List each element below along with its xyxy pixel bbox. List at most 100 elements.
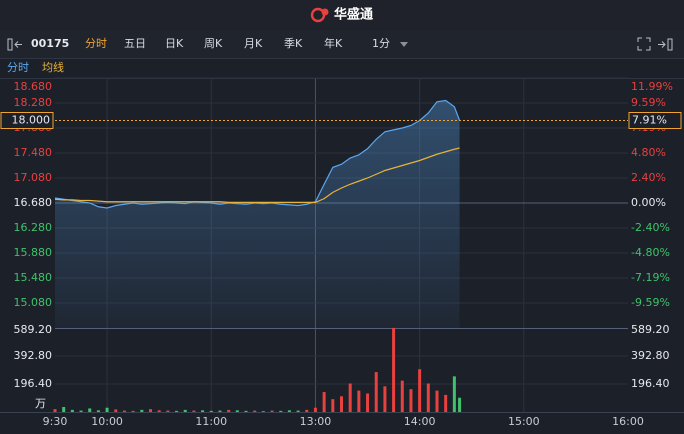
period-tab[interactable]: 季K	[284, 37, 303, 50]
period-tab[interactable]: 年K	[324, 36, 343, 50]
volume-bar	[209, 410, 213, 412]
period-tab[interactable]: 月K	[244, 37, 263, 50]
volume-bar	[149, 409, 152, 412]
period-tab[interactable]: 分时	[85, 37, 107, 50]
last-price-label: 18.000	[12, 114, 51, 127]
period-tab[interactable]: 日K	[165, 37, 184, 50]
y2-tick-label: 9.59%	[631, 96, 666, 109]
last-change-label: 7.91%	[632, 114, 667, 127]
volume-bar	[452, 376, 456, 412]
y-tick-label: 17.480	[14, 146, 53, 159]
legend-entry: 分时	[7, 61, 29, 74]
volume-bar	[235, 410, 239, 412]
volume-bar	[218, 410, 222, 412]
volume-bar	[444, 394, 448, 412]
volume-bar	[88, 408, 92, 412]
volume-bar	[175, 410, 179, 412]
fullscreen-icon[interactable]	[637, 37, 651, 51]
volume-bar	[426, 383, 430, 412]
x-tick-label: 14:00	[404, 415, 436, 428]
collapse-icon-arrow[interactable]	[14, 41, 22, 48]
volume-bar	[70, 409, 74, 412]
expand-icon-box[interactable]	[667, 38, 673, 51]
expand-icon[interactable]	[658, 38, 673, 51]
interval-select[interactable]: 1分	[372, 37, 390, 50]
period-tab[interactable]: 周K	[204, 37, 223, 50]
y2-tick-label: 0.00%	[631, 196, 666, 209]
legend-entry: 均线	[42, 60, 64, 74]
volume-bar	[313, 407, 317, 412]
y2-tick-label: 11.99%	[631, 80, 673, 93]
volume-bar	[296, 410, 300, 412]
volume-bar	[383, 386, 387, 412]
brand-name: 华盛通	[334, 7, 373, 23]
volume-bar	[366, 393, 370, 412]
volume-bar	[114, 409, 118, 412]
volume-bar	[357, 390, 361, 412]
toolbar	[0, 30, 684, 58]
volume-bar	[400, 380, 404, 412]
price-area	[55, 100, 460, 328]
y2-tick-label: -4.80%	[631, 246, 670, 259]
x-tick-label: 13:00	[300, 415, 332, 428]
volume-bar	[322, 392, 326, 412]
x-tick-label: 9:30	[43, 415, 68, 428]
period-tab[interactable]: 五日	[124, 37, 146, 50]
volume-bar	[340, 396, 343, 412]
x-tick-label: 11:00	[195, 415, 227, 428]
fullscreen-icon-corners[interactable]	[637, 37, 651, 51]
volume-bar	[244, 410, 248, 412]
volume-bar	[261, 411, 265, 412]
volume-bar	[279, 410, 283, 412]
volume-tick-label: 196.40	[14, 377, 53, 390]
y2-tick-label: -7.19%	[631, 271, 670, 284]
average-line	[54, 147, 460, 203]
volume-bar	[157, 410, 161, 412]
header-bar	[0, 0, 684, 29]
stock-code: 00175	[31, 37, 69, 50]
volume-tick-label-right: 196.40	[631, 377, 670, 390]
y-tick-label: 15.080	[14, 296, 53, 309]
y2-tick-label: 2.40%	[631, 171, 666, 184]
last-change-box	[628, 112, 682, 129]
volume-bar	[183, 409, 187, 412]
collapse-icon-box[interactable]	[7, 38, 13, 51]
y2-tick-label: -2.40%	[631, 221, 670, 234]
x-tick-label: 15:00	[508, 415, 540, 428]
volume-bar	[227, 409, 231, 412]
brand-logo	[310, 7, 329, 23]
volume-bar	[96, 410, 100, 412]
volume-tick-label-right: 392.80	[631, 349, 670, 362]
y-tick-label: 16.680	[14, 196, 53, 209]
volume-bar	[392, 327, 396, 412]
y-tick-label: 17.080	[14, 171, 53, 184]
volume-bar	[348, 383, 352, 412]
volume-bar	[201, 410, 205, 412]
volume-bar	[418, 369, 422, 412]
volume-bar	[287, 410, 291, 412]
volume-tick-label: 589.20	[14, 323, 53, 336]
expand-icon-arrow[interactable]	[658, 41, 666, 48]
volume-bar	[122, 410, 126, 412]
volume-bar	[192, 410, 196, 412]
volume-bar	[140, 409, 144, 412]
volume-bar	[131, 410, 135, 412]
dropdown-arrow[interactable]	[400, 42, 408, 47]
x-tick-label: 16:00	[612, 415, 644, 428]
volume-bar	[62, 407, 66, 412]
volume-bar	[53, 409, 57, 412]
collapse-icon[interactable]	[7, 38, 22, 51]
y-tick-label: 18.680	[14, 80, 53, 93]
y-tick-label: 18.280	[14, 96, 53, 109]
volume-bar	[374, 372, 378, 412]
volume-bar	[331, 399, 335, 412]
volume-tick-label-right: 589.20	[631, 323, 670, 336]
logo-dot	[321, 8, 329, 16]
volume-bar	[270, 410, 274, 412]
volume-bar	[105, 407, 109, 412]
volume-bar	[435, 390, 439, 412]
price-line	[54, 99, 461, 209]
volume-tick-label: 392.80	[14, 349, 53, 362]
